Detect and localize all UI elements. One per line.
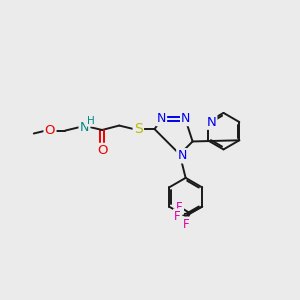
Text: F: F xyxy=(176,201,183,214)
Text: O: O xyxy=(97,144,107,157)
Text: N: N xyxy=(177,149,187,162)
Text: H: H xyxy=(87,116,95,126)
Text: O: O xyxy=(45,124,55,137)
Text: N: N xyxy=(157,112,166,125)
Text: F: F xyxy=(183,218,190,231)
Text: N: N xyxy=(181,112,190,125)
Text: N: N xyxy=(80,121,89,134)
Text: N: N xyxy=(206,116,216,128)
Text: S: S xyxy=(134,122,143,136)
Text: F: F xyxy=(174,209,181,223)
